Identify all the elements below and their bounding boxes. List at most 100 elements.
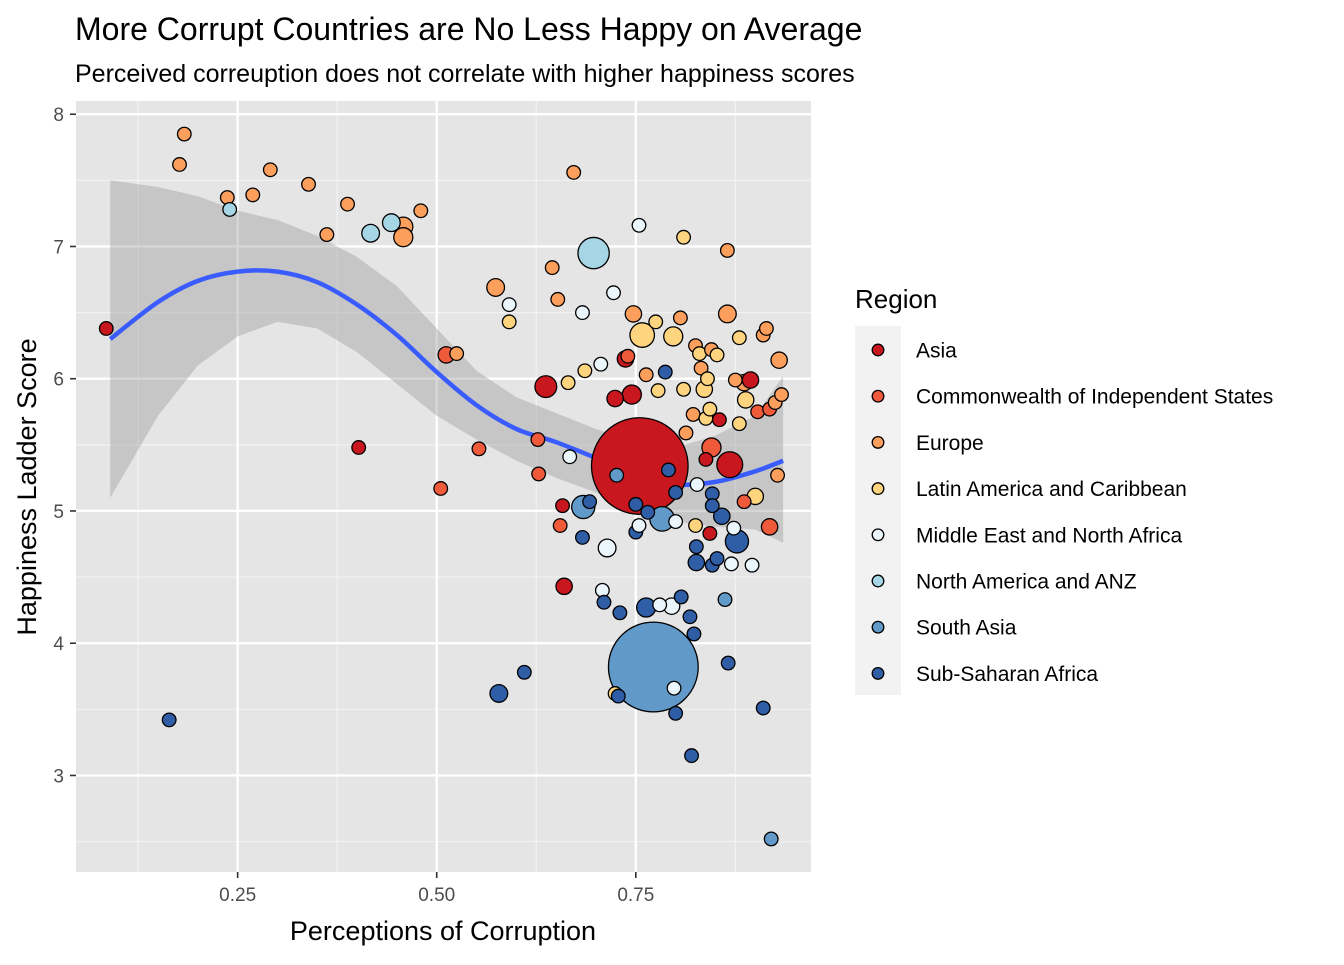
data-point	[544, 260, 560, 276]
data-point	[624, 305, 643, 323]
data-point	[262, 162, 278, 178]
data-point	[687, 553, 706, 572]
data-point	[575, 305, 590, 321]
legend-label: Middle East and North Africa	[916, 524, 1182, 547]
data-point	[351, 440, 367, 455]
legend-label: Europe	[916, 432, 984, 455]
legend-key	[871, 389, 885, 403]
data-point	[709, 551, 725, 567]
data-point	[673, 589, 689, 605]
data-point	[629, 322, 656, 348]
data-point	[98, 321, 114, 336]
data-point	[676, 381, 692, 397]
data-point	[631, 217, 647, 233]
data-point	[774, 387, 789, 403]
legend-label: Asia	[916, 340, 957, 363]
data-point	[628, 496, 644, 512]
data-point	[172, 157, 187, 172]
data-point	[661, 462, 676, 478]
x-axis: 0.25 0.50 0.75	[219, 872, 654, 906]
data-point	[702, 525, 718, 541]
data-point	[640, 504, 656, 520]
legend-label: Latin America and Caribbean	[916, 478, 1187, 501]
data-point	[770, 351, 788, 370]
data-point	[704, 498, 720, 514]
data-point	[723, 556, 739, 572]
points-layer	[98, 126, 789, 847]
data-point	[245, 187, 261, 203]
y-tick-label: 7	[53, 237, 64, 258]
data-point	[709, 347, 725, 363]
data-point	[590, 417, 689, 515]
data-point	[597, 538, 617, 558]
data-point	[555, 498, 570, 514]
data-point	[676, 229, 692, 245]
data-point	[760, 518, 779, 536]
data-point	[501, 314, 517, 330]
data-point	[301, 176, 316, 192]
data-point	[686, 626, 702, 642]
data-point	[621, 384, 642, 405]
data-point	[668, 705, 684, 721]
chart-title: More Corrupt Countries are No Less Happy…	[75, 11, 862, 47]
y-axis-title: Happiness Ladder Score	[12, 338, 42, 635]
data-point	[678, 425, 694, 441]
data-point	[552, 518, 568, 533]
data-point	[606, 389, 624, 408]
data-point	[682, 609, 698, 625]
data-point	[672, 310, 688, 326]
data-point	[770, 467, 786, 483]
data-point	[684, 748, 700, 764]
legend-key	[871, 435, 885, 449]
y-tick-label: 8	[53, 105, 64, 126]
data-point	[668, 514, 684, 529]
data-point	[719, 242, 735, 258]
legend-label: North America and ANZ	[916, 571, 1137, 594]
data-point	[650, 383, 666, 399]
data-point	[531, 466, 547, 482]
data-point	[161, 712, 177, 728]
data-point	[319, 227, 335, 243]
data-point	[736, 391, 755, 409]
y-tick-label: 5	[53, 502, 64, 523]
data-point	[516, 664, 532, 680]
data-point	[731, 416, 747, 432]
data-point	[550, 291, 566, 307]
legend: Region Asia Commonwealth of Independent S…	[855, 284, 1273, 695]
data-point	[688, 539, 704, 555]
data-point	[727, 372, 743, 388]
data-point	[758, 321, 774, 336]
data-point	[663, 326, 684, 347]
data-point	[720, 655, 736, 671]
x-tick-label: 0.25	[219, 885, 256, 906]
data-point	[582, 494, 598, 510]
legend-key	[871, 482, 885, 496]
legend-items: Asia Commonwealth of Independent States Eu…	[871, 340, 1273, 686]
data-point	[717, 592, 733, 608]
data-point	[763, 831, 779, 847]
y-tick-label: 6	[53, 370, 64, 391]
data-point	[381, 213, 401, 233]
data-point	[596, 594, 612, 610]
data-point	[717, 304, 737, 324]
data-point	[652, 597, 668, 613]
data-point	[711, 412, 727, 428]
major-gridlines	[76, 101, 811, 872]
x-tick-label: 0.75	[617, 885, 654, 906]
data-point	[534, 375, 558, 399]
data-point	[657, 364, 673, 380]
data-point	[413, 203, 429, 219]
data-point	[741, 371, 760, 389]
data-point	[685, 406, 701, 422]
data-point	[610, 688, 626, 704]
legend-label: South Asia	[916, 617, 1017, 640]
data-point	[668, 485, 684, 500]
data-point	[755, 700, 771, 716]
x-tick-label: 0.50	[418, 885, 455, 906]
data-point	[562, 449, 578, 465]
data-point	[744, 557, 760, 573]
data-point	[689, 477, 705, 492]
data-point	[560, 375, 576, 391]
data-point	[486, 277, 506, 297]
data-point	[648, 314, 664, 330]
